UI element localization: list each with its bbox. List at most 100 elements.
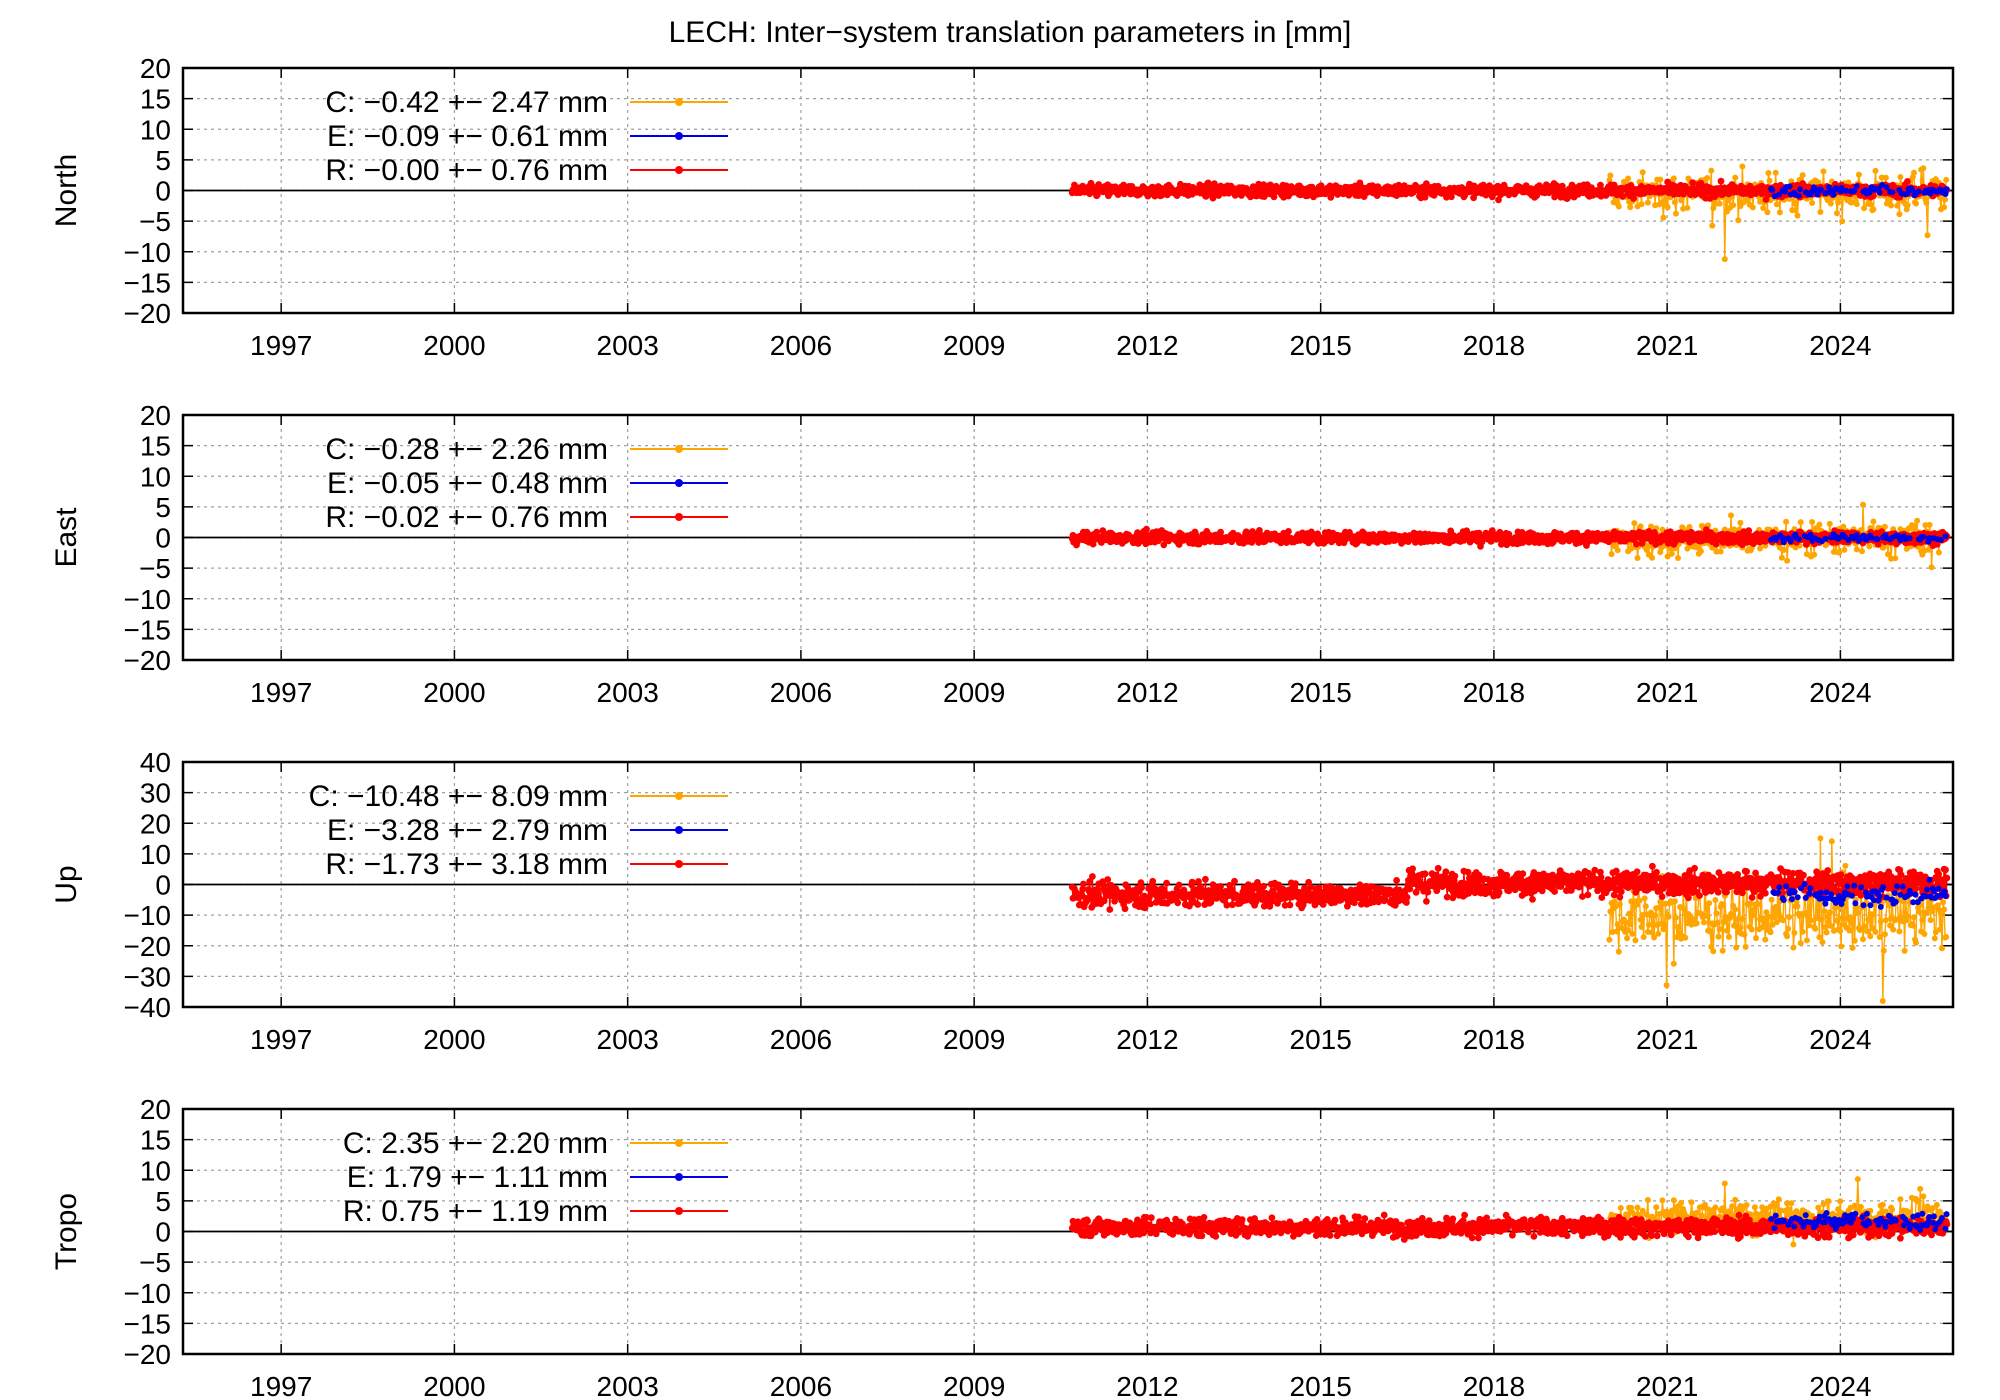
data-point xyxy=(1817,209,1824,215)
data-point xyxy=(1920,533,1927,540)
x-tick-label: 2021 xyxy=(1636,1024,1698,1055)
x-tick-label: 1997 xyxy=(250,1024,312,1055)
data-point xyxy=(1718,901,1725,907)
data-point xyxy=(1704,905,1711,912)
x-tick-label: 2003 xyxy=(597,1024,659,1055)
data-point xyxy=(1787,538,1794,544)
data-point xyxy=(1896,928,1903,935)
data-point xyxy=(1720,919,1727,926)
y-tick-label: 10 xyxy=(140,461,171,492)
data-point xyxy=(1715,933,1722,940)
y-tick-label: 10 xyxy=(140,839,171,870)
x-tick-label: 2024 xyxy=(1809,330,1871,361)
data-point xyxy=(1828,838,1835,845)
data-point xyxy=(1597,874,1605,881)
data-point xyxy=(1748,894,1756,901)
data-point xyxy=(1613,928,1620,935)
series-points-R xyxy=(1068,525,1951,550)
legend-label-R: R: −0.00 +− 0.76 mm xyxy=(325,154,608,187)
data-point xyxy=(1714,888,1722,896)
series-points-C xyxy=(1606,163,1950,263)
data-point xyxy=(1174,899,1182,907)
data-point xyxy=(1904,202,1911,209)
data-point xyxy=(1424,888,1432,896)
data-point xyxy=(1748,926,1755,933)
data-point xyxy=(1874,536,1881,543)
data-point xyxy=(1764,209,1771,216)
data-point xyxy=(1209,194,1217,202)
data-point xyxy=(1731,922,1738,929)
data-point xyxy=(1624,935,1631,942)
data-point xyxy=(1771,914,1778,920)
y-tick-label: −5 xyxy=(139,206,171,237)
data-point xyxy=(1846,927,1853,934)
data-point xyxy=(1649,929,1655,936)
data-point xyxy=(1817,186,1824,193)
data-point xyxy=(1911,169,1917,176)
data-point xyxy=(1766,177,1773,184)
y-tick-label: 40 xyxy=(140,747,171,778)
x-tick-label: 2006 xyxy=(770,1024,832,1055)
data-point xyxy=(1876,934,1883,940)
data-point xyxy=(1780,539,1787,546)
data-point xyxy=(1689,179,1696,187)
data-point xyxy=(1886,902,1892,909)
data-point xyxy=(1614,547,1621,554)
data-point xyxy=(1927,917,1934,924)
data-point xyxy=(1138,884,1145,891)
x-tick-label: 2012 xyxy=(1116,1024,1178,1055)
data-point xyxy=(1778,554,1785,561)
y-tick-label: −15 xyxy=(124,614,172,645)
data-point xyxy=(1080,880,1087,888)
y-tick-label: −20 xyxy=(124,298,172,329)
data-point xyxy=(1285,528,1292,535)
x-tick-label: 1997 xyxy=(250,330,312,361)
data-point xyxy=(1872,167,1879,174)
data-point xyxy=(1872,929,1879,935)
data-point xyxy=(1111,897,1118,905)
data-point xyxy=(1904,178,1911,185)
data-point xyxy=(1710,948,1717,955)
data-point xyxy=(1464,868,1472,876)
data-point xyxy=(1759,924,1766,931)
data-point xyxy=(1538,887,1546,895)
data-point xyxy=(1906,535,1913,542)
data-point xyxy=(1925,905,1932,912)
data-point xyxy=(1649,554,1655,561)
y-tick-label: 0 xyxy=(155,176,171,207)
x-tick-label: 2000 xyxy=(423,1024,485,1055)
data-point xyxy=(1767,929,1774,936)
data-point xyxy=(1175,881,1183,889)
data-point xyxy=(1836,549,1843,556)
data-point xyxy=(1750,906,1757,913)
data-point xyxy=(1794,903,1801,910)
data-point xyxy=(1909,922,1916,929)
figure-title: LECH: Inter−system translation parameter… xyxy=(669,16,1352,49)
data-point xyxy=(1834,917,1840,924)
data-point xyxy=(1149,877,1157,885)
data-point xyxy=(1761,889,1769,897)
y-tick-label: −10 xyxy=(124,900,172,931)
legend-swatch-point-C xyxy=(675,445,683,453)
data-point xyxy=(1714,919,1721,926)
y-tick-label: 20 xyxy=(140,808,171,839)
data-point xyxy=(1709,222,1716,229)
data-point xyxy=(1423,898,1430,905)
data-point xyxy=(1633,540,1640,548)
data-point xyxy=(1194,901,1202,908)
data-point xyxy=(1104,876,1112,883)
data-point xyxy=(1925,546,1932,553)
x-tick-label: 2021 xyxy=(1636,677,1698,708)
data-point xyxy=(1286,901,1294,909)
data-point xyxy=(1641,895,1648,902)
data-point xyxy=(1745,527,1753,534)
data-point xyxy=(1223,901,1231,909)
y-axis-label: East xyxy=(50,507,83,568)
data-point xyxy=(1656,874,1664,882)
data-point xyxy=(1612,867,1620,875)
data-point xyxy=(1195,878,1202,885)
data-point xyxy=(1739,889,1746,897)
data-point xyxy=(1697,548,1704,555)
data-point xyxy=(1762,936,1769,943)
